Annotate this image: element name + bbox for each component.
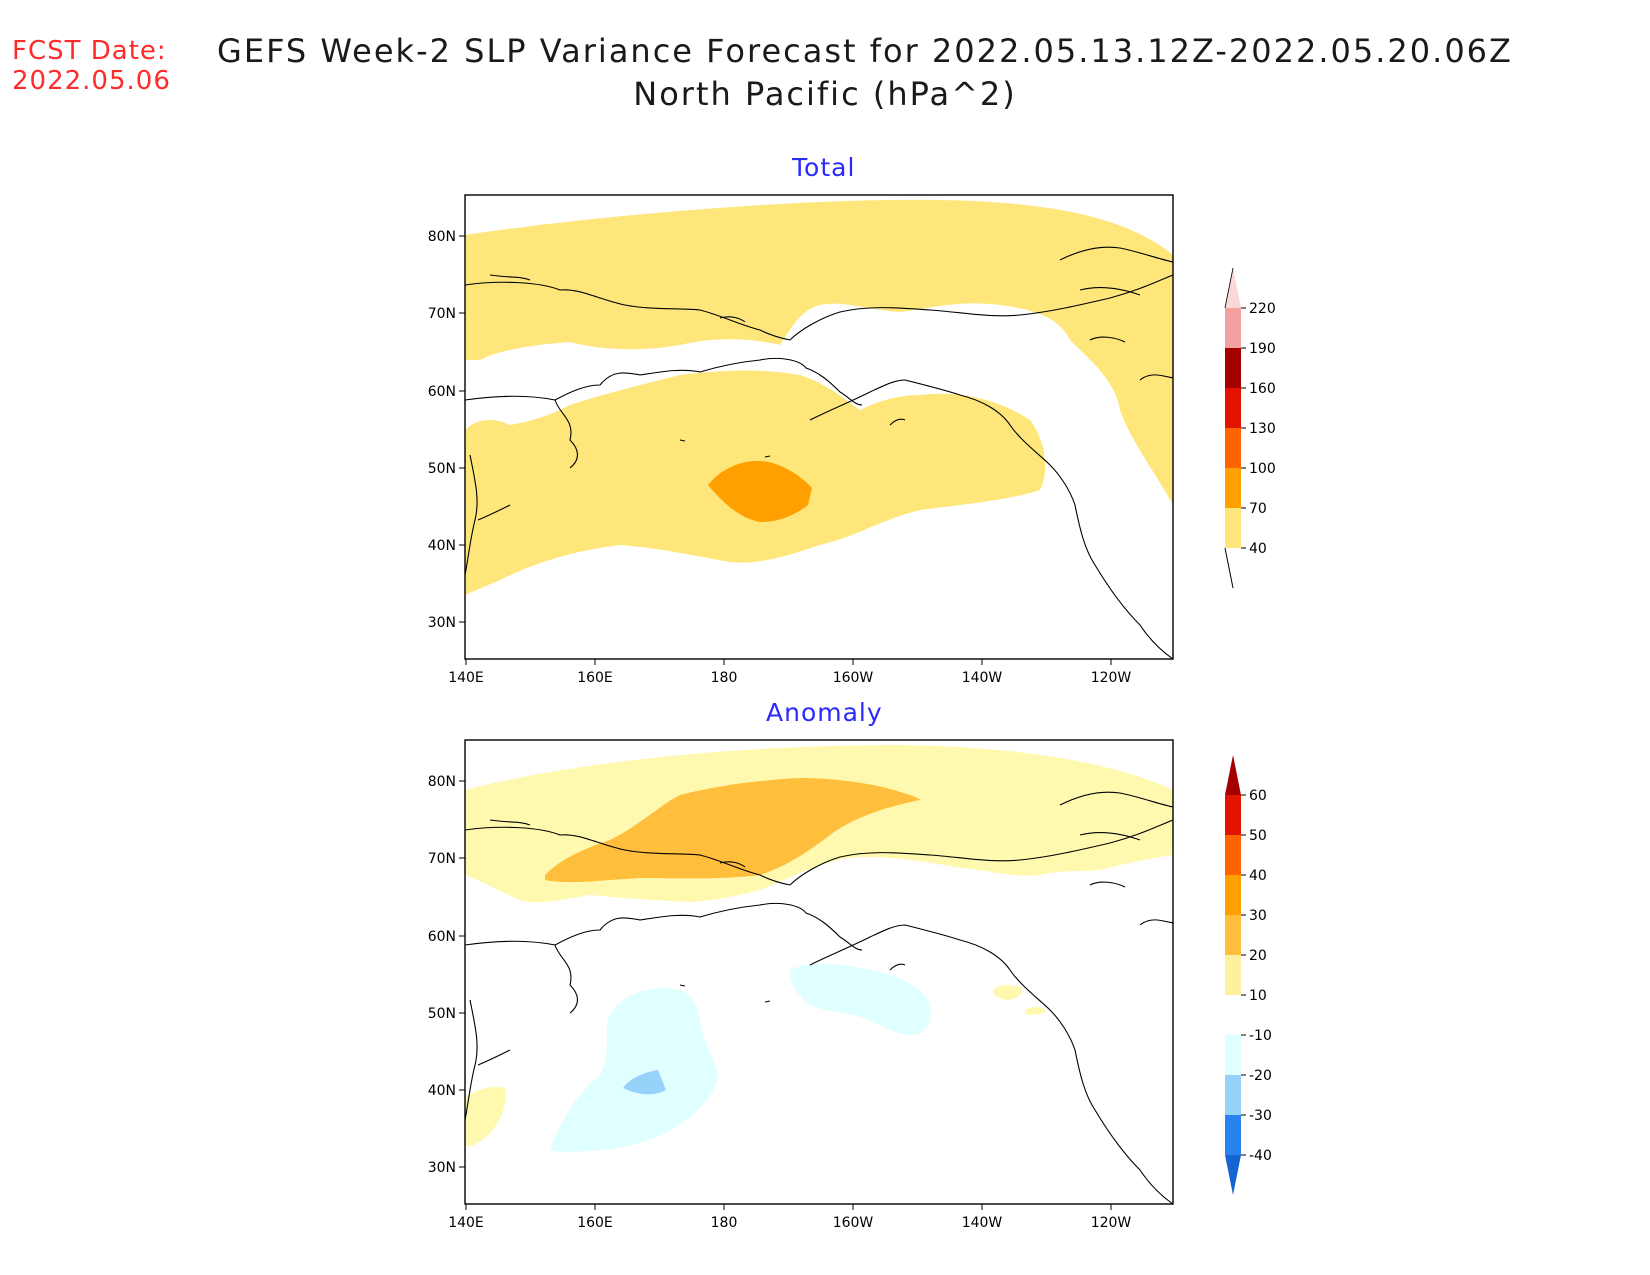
total-colorbar-label: 40 [1249,541,1267,557]
total-colorbar-label: 70 [1249,501,1267,517]
total-colorbar-top-triangle [1225,268,1241,308]
anomaly-colorbar-bin [1225,835,1241,875]
total-colorbar-bin [1225,388,1241,428]
total-colorbar-label: 190 [1249,341,1276,357]
anomaly-negative-contour-10 [550,987,718,1152]
anomaly-colorbar-bin [1225,795,1241,835]
main-subtitle: North Pacific (hPa^2) [633,75,1017,113]
anomaly-colorbar-bin [1225,1115,1241,1155]
total-pacific-contour-70 [708,460,812,522]
total-lon-label: 140W [962,670,1003,686]
anomaly-lon-label: 160W [833,1215,874,1231]
total-map-frame [464,194,1174,660]
anomaly-lat-label: 50N [428,1006,456,1022]
anomaly-colorbar-label: 20 [1249,948,1267,964]
total-lat-label: 30N [428,615,456,631]
forecast-date-label: FCST Date: [12,36,167,66]
anomaly-lon-label: 180 [711,1215,738,1231]
anomaly-colorbar-bin [1225,875,1241,915]
anomaly-negative-contour-20 [623,1070,666,1095]
anomaly-positive-patch [465,1087,506,1147]
total-lon-label: 180 [711,670,738,686]
anomaly-lon-label: 160E [577,1215,613,1231]
anomaly-negative-contour-10 [790,963,931,1035]
forecast-date-block: FCST Date: 2022.05.06 [12,36,171,96]
total-colorbar-label: 100 [1249,461,1276,477]
total-colorbar-bin [1225,428,1241,468]
total-lat-label: 60N [428,384,456,400]
total-coastlines [465,246,1173,659]
total-lat-label: 70N [428,306,456,322]
anomaly-colorbar-label: -10 [1249,1028,1272,1044]
anomaly-map [465,740,1173,1204]
anomaly-positive-patch [992,985,1022,1000]
panel-title-total: Total [792,153,856,182]
anomaly-lon-label: 140W [962,1215,1003,1231]
anomaly-colorbar-labels: 60 50 40 30 20 10 -10 -20 -30 -40 [1241,788,1272,1164]
total-lat-axis: 80N 70N 60N 50N 40N 30N [428,229,465,631]
anomaly-lon-label: 140E [448,1215,484,1231]
anomaly-colorbar-bin [1225,995,1241,1035]
anomaly-colorbar-bin [1225,1035,1241,1075]
total-colorbar-bin [1225,468,1241,508]
total-lon-axis: 140E 160E 180 160W 140W 120W [448,659,1131,686]
total-map [465,195,1173,659]
anomaly-lat-label: 60N [428,929,456,945]
anomaly-lat-label: 40N [428,1083,456,1099]
total-colorbar-bin [1225,348,1241,388]
anomaly-lon-label: 120W [1091,1215,1132,1231]
anomaly-colorbar-label: 50 [1249,828,1267,844]
anomaly-colorbar-bin [1225,915,1241,955]
anomaly-colorbar [1225,755,1241,1195]
anomaly-lon-axis: 140E 160E 180 160W 140W 120W [448,1204,1131,1231]
total-colorbar-bin [1225,308,1241,348]
total-lat-label: 80N [428,229,456,245]
anomaly-colorbar-label: 10 [1249,988,1267,1004]
total-colorbar-label: 160 [1249,381,1276,397]
total-lat-label: 40N [428,538,456,554]
anomaly-colorbar-label: -40 [1249,1148,1272,1164]
anomaly-lat-axis: 80N 70N 60N 50N 40N 30N [428,774,465,1176]
anomaly-colorbar-bottom-triangle [1225,1155,1241,1195]
anomaly-colorbar-label: -30 [1249,1108,1272,1124]
total-lon-label: 120W [1091,670,1132,686]
total-lat-label: 50N [428,461,456,477]
anomaly-colorbar-label: 30 [1249,908,1267,924]
anomaly-colorbar-bin [1225,1075,1241,1115]
anomaly-colorbar-label: -20 [1249,1068,1272,1084]
anomaly-coastlines [465,791,1173,1204]
total-colorbar-label: 130 [1249,421,1276,437]
total-lon-label: 160E [577,670,613,686]
anomaly-lat-label: 80N [428,774,456,790]
anomaly-map-frame [464,739,1174,1205]
anomaly-colorbar-top-triangle [1225,755,1241,795]
panel-title-anomaly: Anomaly [766,698,883,727]
anomaly-lat-label: 70N [428,851,456,867]
total-lon-label: 140E [448,670,484,686]
total-colorbar-labels: 220 190 160 130 100 70 40 [1241,301,1276,557]
total-colorbar-bin [1225,508,1241,548]
total-arctic-contour-40 [465,199,1173,505]
anomaly-colorbar-bin [1225,955,1241,995]
forecast-date-value: 2022.05.06 [12,66,171,96]
anomaly-lat-label: 30N [428,1160,456,1176]
total-colorbar [1224,267,1241,589]
anomaly-arctic-contour-20 [545,778,921,883]
anomaly-positive-patch [1025,1007,1046,1015]
main-title: GEFS Week-2 SLP Variance Forecast for 20… [217,32,1513,70]
total-colorbar-label: 220 [1249,301,1276,317]
anomaly-colorbar-label: 60 [1249,788,1267,804]
total-lon-label: 160W [833,670,874,686]
anomaly-colorbar-label: 40 [1249,868,1267,884]
